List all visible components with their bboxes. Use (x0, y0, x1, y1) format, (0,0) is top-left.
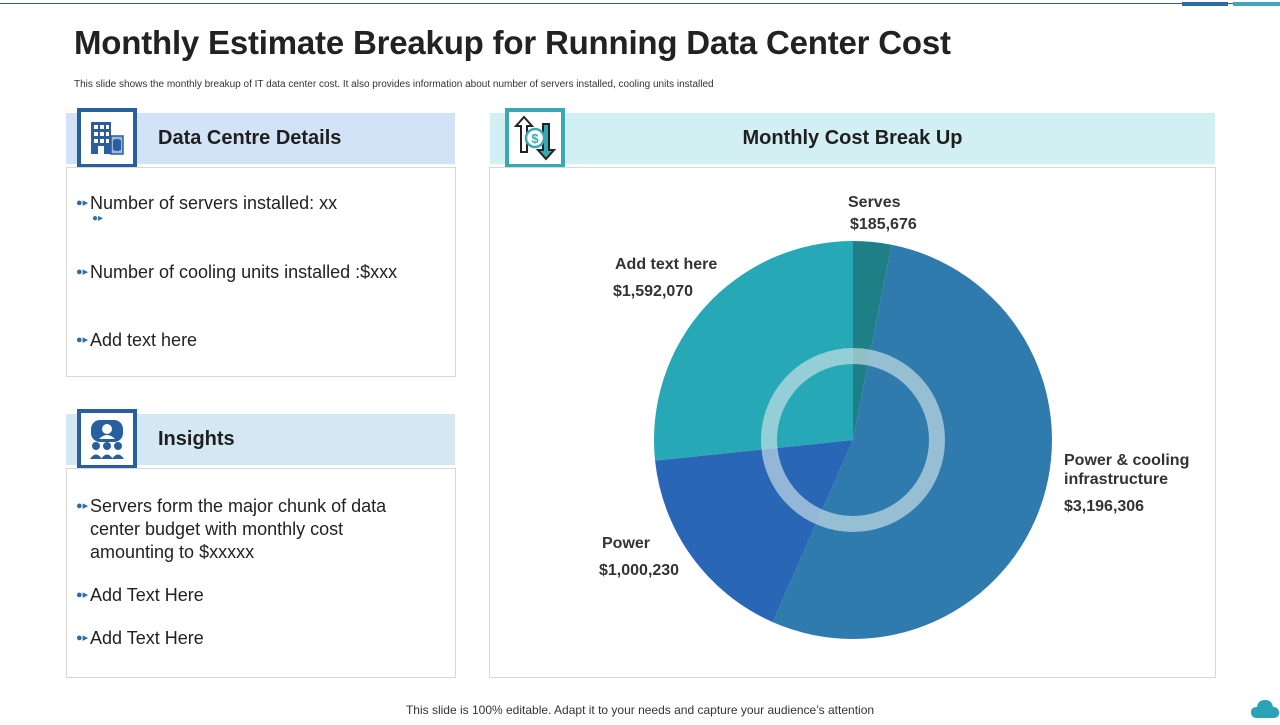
data-centre-heading: Data Centre Details (158, 127, 342, 149)
pie-slice-0 (853, 241, 892, 440)
page-title: Monthly Estimate Breakup for Running Dat… (74, 24, 951, 61)
cost-heading: Monthly Cost Break Up (742, 127, 963, 149)
slice-value: $1,592,070 (613, 283, 694, 300)
center-ring (761, 348, 945, 532)
list-item: ●▸ Number of servers installed: xx (76, 193, 338, 213)
page-subtitle: This slide shows the monthly breakup of … (74, 79, 714, 90)
top-accent-tab (1182, 2, 1228, 6)
footer-note: This slide is 100% editable. Adapt it to… (405, 703, 875, 717)
slice-name: Power (602, 535, 651, 552)
slice-name: Serves (848, 194, 901, 211)
slice-value: $185,676 (850, 216, 917, 233)
bullet-icon: ●▸ (76, 589, 89, 601)
pie-slice-1 (772, 244, 1052, 640)
cloud-icon (1250, 698, 1280, 725)
bullet-icon: ●▸ (76, 632, 89, 644)
top-rule (0, 3, 1280, 4)
slice-name: Power & cooling (1064, 452, 1190, 469)
list-item: ●▸ Add Text Here (76, 585, 204, 605)
bullet-icon: ●▸ (76, 500, 89, 512)
pie-slice-3 (654, 241, 853, 461)
dollar-exchange-icon: $ (505, 108, 565, 168)
slice-label-power-cooling: Power & cooling infrastructure $3,196,30… (1064, 451, 1189, 516)
slice-label-add-text: Add text here $1,592,070 (613, 255, 718, 301)
slice-value: $1,000,230 (599, 562, 680, 579)
insights-panel (66, 468, 456, 678)
bullet-icon: ●▸ (76, 266, 89, 278)
bullet-icon: ●▸ (92, 213, 104, 224)
team-insights-icon (77, 409, 137, 469)
insights-heading: Insights (158, 428, 235, 450)
list-item: ●▸ Add text here (76, 330, 198, 350)
slice-label-power: Power $1,000,230 (599, 534, 680, 580)
bullet-icon: ●▸ (76, 197, 89, 209)
slice-value: $3,196,306 (1064, 498, 1145, 515)
slice-label-serves: Serves $185,676 (848, 193, 917, 234)
building-server-icon (77, 108, 137, 168)
svg-text:$: $ (531, 131, 539, 146)
list-item: ●▸ Number of cooling units installed :$x… (76, 262, 398, 282)
slice-name: infrastructure (1064, 471, 1169, 488)
data-centre-panel (66, 167, 456, 377)
list-item: ●▸ Add Text Here (76, 628, 204, 648)
pie-slice-2 (655, 440, 853, 623)
bullet-icon: ●▸ (76, 334, 89, 346)
slice-name: Add text here (615, 256, 718, 273)
list-item: ●▸ Servers form the major chunk of data … (76, 496, 387, 562)
cost-header: Monthly Cost Break Up (490, 113, 1215, 164)
top-accent-tab (1233, 2, 1280, 6)
